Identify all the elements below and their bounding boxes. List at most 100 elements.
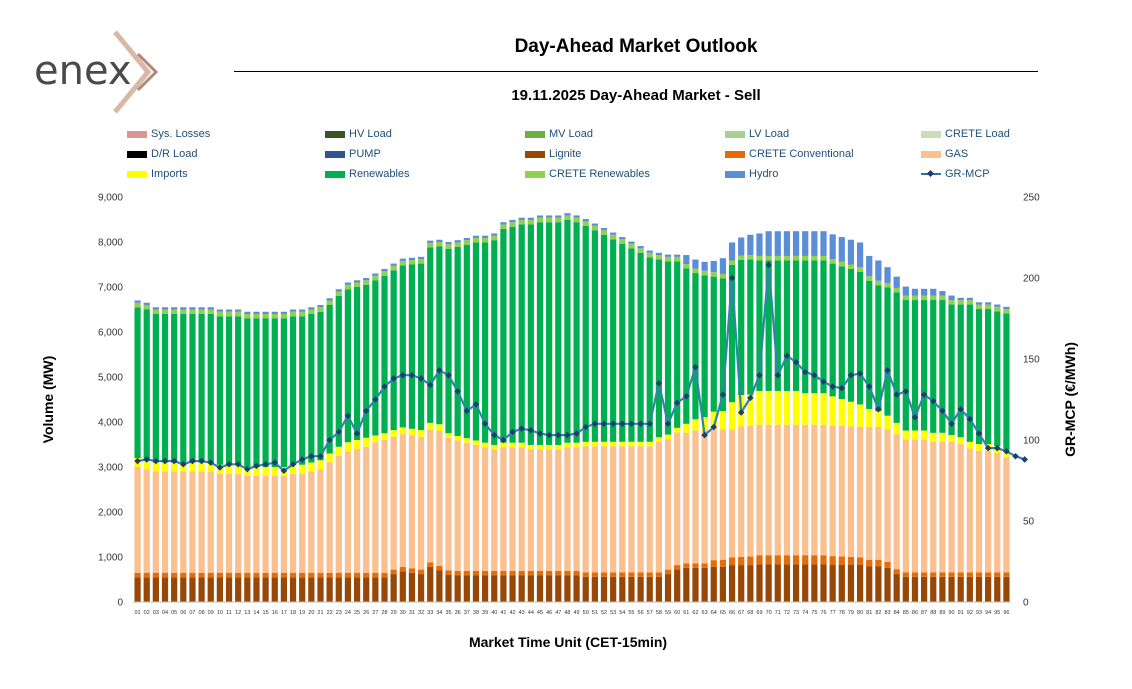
- bar-segment-crete-renewables: [655, 255, 662, 260]
- bar-segment-gas: [719, 429, 727, 560]
- gr-mcp-point: [335, 428, 343, 436]
- bar-segment-renewables: [472, 242, 480, 441]
- x-tick-label: 72: [784, 610, 790, 616]
- bar-segment-gas: [765, 424, 772, 556]
- bar-segment-crete-renewables: [765, 255, 772, 261]
- bar-segment-gas: [253, 476, 260, 573]
- bar-segment-hydro: [244, 311, 251, 314]
- bar-segment-lignite: [591, 576, 598, 602]
- bar-segment-crete-renewables: [637, 248, 644, 253]
- bar-segment-renewables: [491, 240, 498, 445]
- bar-segment-crete-conventional: [911, 572, 919, 577]
- gr-mcp-point: [417, 375, 425, 382]
- bar-segment-gas: [482, 447, 489, 571]
- legend-label: GAS: [945, 148, 969, 160]
- bar-segment-imports: [948, 435, 955, 442]
- bar-segment-hydro: [966, 297, 973, 301]
- bar-segment-gas: [756, 424, 763, 556]
- bar-segment-crete-renewables: [491, 235, 498, 241]
- y-tick-label: 8,000: [98, 238, 123, 249]
- bar-segment-hydro: [774, 231, 781, 256]
- bar-segment-lignite: [619, 576, 626, 602]
- x-tick-label: 45: [537, 610, 543, 616]
- bar-segment-crete-conventional: [619, 572, 626, 577]
- x-tick-label: 42: [509, 610, 515, 616]
- bar-segment-renewables: [783, 260, 791, 391]
- bar-segment-crete-renewables: [518, 219, 525, 225]
- bar-segment-crete-conventional: [363, 572, 370, 578]
- legend-item-crete-renewables: CRETE Renewables: [525, 166, 650, 182]
- bar-segment-hydro: [171, 307, 178, 310]
- bar-segment-crete-renewables: [719, 273, 727, 279]
- bar-segment-crete-renewables: [189, 309, 196, 314]
- legend-swatch: [921, 169, 941, 179]
- bar-segment-gas: [683, 432, 690, 564]
- bar-segment-gas: [271, 476, 278, 573]
- bar-segment-imports: [271, 467, 278, 476]
- bar-segment-gas: [326, 462, 333, 573]
- bar-segment-crete-conventional: [335, 572, 342, 578]
- bar-segment-lignite: [427, 566, 434, 602]
- bar-segment-crete-conventional: [445, 570, 452, 575]
- legend-swatch: [525, 150, 545, 158]
- x-tick-label: 43: [519, 610, 525, 616]
- bar-segment-crete-renewables: [500, 224, 507, 229]
- bar-segment-crete-conventional: [774, 555, 781, 565]
- bar-segment-lignite: [500, 575, 507, 602]
- x-tick-label: 15: [263, 610, 269, 616]
- bar-segment-hydro: [802, 231, 809, 256]
- bar-segment-lignite: [719, 566, 727, 602]
- legend-label: Sys. Losses: [151, 128, 211, 140]
- gr-mcp-point: [271, 459, 279, 466]
- bar-segment-crete-renewables: [436, 242, 443, 247]
- bar-segment-crete-conventional: [216, 572, 223, 578]
- bar-segment-crete-renewables: [674, 256, 681, 262]
- bar-segment-gas: [856, 426, 864, 558]
- bar-segment-gas: [152, 471, 159, 573]
- gr-mcp-point: [637, 420, 644, 428]
- bar-segment-imports: [546, 444, 553, 450]
- bar-segment-lignite: [536, 575, 544, 602]
- bar-segment-lignite: [317, 577, 324, 602]
- bar-segment-crete-conventional: [829, 556, 836, 565]
- bar-segment-hydro: [884, 267, 891, 283]
- bar-segment-renewables: [674, 261, 681, 428]
- bar-segment-renewables: [683, 268, 690, 424]
- gr-mcp-point: [1021, 456, 1028, 463]
- legend-swatch: [127, 170, 147, 178]
- bar-segment-gas: [262, 476, 269, 573]
- bar-segment-lignite: [994, 576, 1001, 602]
- bar-segment-crete-conventional: [189, 572, 196, 578]
- bar-segment-imports: [765, 390, 772, 425]
- bar-segment-imports: [902, 430, 909, 440]
- bar-segment-hydro: [216, 309, 223, 312]
- bar-segment-crete-renewables: [866, 276, 873, 281]
- bar-segment-renewables: [911, 300, 919, 431]
- bar-segment-gas: [399, 434, 406, 567]
- legend-item-sys-losses: Sys. Losses: [127, 126, 210, 142]
- bar-segment-hydro: [280, 311, 288, 314]
- bar-segment-crete-renewables: [454, 242, 461, 247]
- bar-segment-hydro: [939, 291, 946, 296]
- legend-item-gas: GAS: [921, 146, 968, 162]
- bar-segment-hydro: [381, 269, 388, 272]
- bar-segment-crete-conventional: [235, 572, 242, 578]
- bar-segment-renewables: [921, 300, 928, 431]
- gr-mcp-point: [975, 430, 983, 437]
- bar-segment-imports: [171, 462, 178, 472]
- bar-segment-crete-renewables: [875, 280, 882, 286]
- bar-segment-crete-renewables: [463, 240, 470, 245]
- bar-segment-lignite: [582, 576, 589, 602]
- gr-mcp-point: [756, 371, 763, 379]
- bar-segment-lignite: [344, 577, 352, 602]
- x-tick-label: 95: [994, 610, 1000, 616]
- gr-mcp-point: [253, 462, 260, 470]
- bar-segment-imports: [683, 423, 690, 433]
- bar-segment-renewables: [326, 305, 333, 454]
- bar-segment-lignite: [866, 566, 873, 602]
- bar-segment-imports: [289, 464, 297, 474]
- bar-segment-hydro: [856, 242, 864, 268]
- bar-segment-gas: [472, 444, 480, 571]
- bar-segment-renewables: [756, 260, 763, 391]
- bar-segment-crete-conventional: [289, 572, 297, 578]
